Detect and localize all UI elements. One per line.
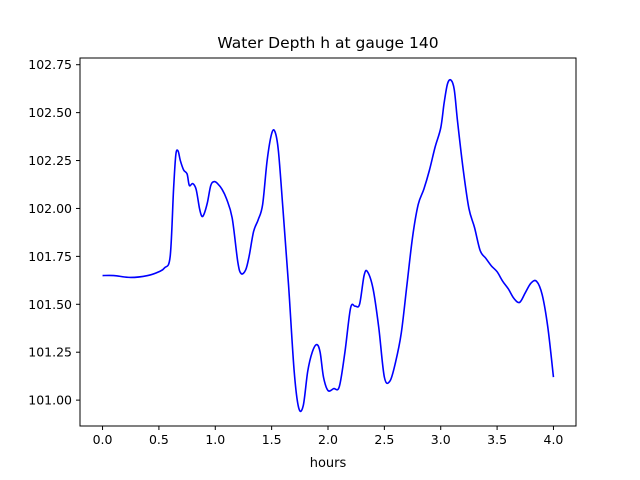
plot-frame (79, 57, 577, 427)
x-axis: 0.0 0.5 1.0 1.5 2.0 2.5 3.0 3.5 4.0 (93, 426, 564, 447)
y-tick-label: 102.50 (28, 105, 72, 120)
series-line (102, 78, 555, 413)
y-tick-label: 101.75 (28, 249, 72, 264)
x-tick-label: 2.5 (374, 432, 394, 447)
x-tick-label: 1.5 (262, 432, 282, 447)
y-tick-label: 101.25 (28, 345, 72, 360)
y-tick-label: 102.75 (28, 57, 72, 72)
plot-area (79, 57, 577, 427)
y-axis: 101.00 101.25 101.50 101.75 102.00 102.25 102.… (28, 57, 80, 408)
series-layer (102, 78, 555, 413)
y-tick-label: 101.00 (28, 393, 72, 408)
x-tick-label: 2.0 (318, 432, 338, 447)
y-tick-label: 102.25 (28, 153, 72, 168)
y-tick-label: 101.50 (28, 297, 72, 312)
x-tick-label: 3.0 (431, 432, 451, 447)
x-axis-label: hours (310, 456, 347, 471)
x-tick-label: 3.5 (487, 432, 507, 447)
x-tick-label: 0.0 (93, 432, 113, 447)
y-tick-label: 102.00 (28, 201, 72, 216)
x-tick-label: 0.5 (149, 432, 169, 447)
x-tick-label: 4.0 (544, 432, 564, 447)
chart-title: Water Depth h at gauge 140 (217, 34, 438, 52)
x-tick-label: 1.0 (205, 432, 225, 447)
